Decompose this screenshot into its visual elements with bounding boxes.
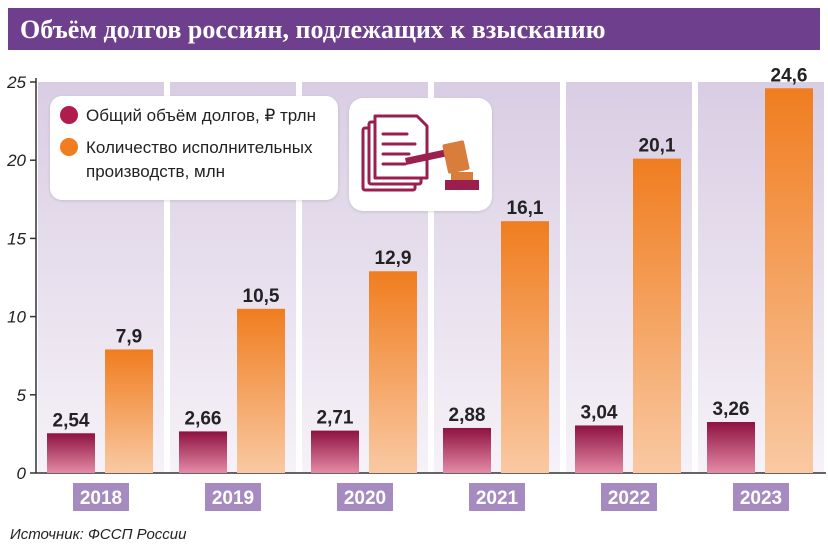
y-tick-label-25: 25 [6, 73, 26, 92]
bar-debt-2020 [311, 430, 359, 473]
x-tick-label-2018: 2018 [80, 488, 122, 509]
x-tick-label-2023: 2023 [740, 488, 782, 509]
year-label-bg-2021 [469, 483, 525, 511]
y-tick-label-5: 5 [17, 386, 27, 405]
value-label-debt-2022: 3,04 [581, 402, 618, 423]
source-note: Источник: ФССП России [10, 526, 187, 543]
legend: Общий объём долгов, ₽ трлн Количество ис… [50, 96, 338, 200]
legend-item-proceedings: Количество исполнительных производств, м… [60, 136, 326, 184]
year-label-bg-2022 [601, 483, 657, 511]
bar-debt-2023 [707, 422, 755, 473]
value-label-proceedings-2021: 16,1 [507, 198, 544, 219]
bar-proceedings-2023 [765, 88, 813, 474]
value-label-debt-2021: 2,88 [449, 405, 486, 426]
x-tick-label-2019: 2019 [212, 488, 254, 509]
bar-debt-2022 [575, 425, 623, 473]
bar-proceedings-2020 [369, 271, 417, 473]
value-label-debt-2018: 2,54 [53, 410, 90, 431]
x-tick-label-2022: 2022 [608, 488, 650, 509]
value-label-proceedings-2023: 24,6 [771, 65, 808, 86]
legend-label-proceedings: Количество исполнительных производств, м… [86, 138, 313, 181]
chart-title: Объём долгов россиян, подлежащих к взыск… [20, 15, 606, 44]
value-label-proceedings-2022: 20,1 [639, 136, 676, 157]
year-label-bg-2019 [205, 483, 261, 511]
y-tick-label-15: 15 [7, 229, 26, 248]
bar-debt-2021 [443, 427, 491, 473]
y-tick-label-0: 0 [17, 464, 27, 483]
year-label-bg-2018 [73, 483, 129, 511]
y-tick-label-10: 10 [7, 308, 26, 327]
value-label-debt-2019: 2,66 [185, 408, 222, 429]
icon-box [349, 98, 492, 211]
y-tick-label-20: 20 [6, 151, 26, 170]
value-label-proceedings-2020: 12,9 [375, 248, 412, 269]
bar-proceedings-2018 [105, 349, 153, 473]
value-label-debt-2020: 2,71 [317, 408, 354, 429]
title-bar: Объём долгов россиян, подлежащих к взыск… [8, 8, 820, 50]
legend-swatch-debt [60, 106, 78, 124]
documents-and-gavel-icon [361, 114, 479, 192]
year-label-bg-2023 [733, 483, 789, 511]
year-label-bg-2020 [337, 483, 393, 511]
legend-label-debt: Общий объём долгов, ₽ трлн [86, 106, 316, 125]
bar-proceedings-2019 [237, 308, 285, 473]
value-label-debt-2023: 3,26 [713, 399, 750, 420]
bar-debt-2018 [47, 433, 95, 473]
x-tick-label-2021: 2021 [476, 488, 519, 509]
legend-swatch-proceedings [60, 138, 78, 156]
bar-proceedings-2022 [633, 158, 681, 474]
value-label-proceedings-2018: 7,9 [116, 326, 142, 347]
legend-item-debt: Общий объём долгов, ₽ трлн [60, 104, 326, 128]
x-tick-label-2020: 2020 [344, 488, 386, 509]
value-label-proceedings-2019: 10,5 [243, 286, 280, 307]
bar-proceedings-2021 [501, 221, 549, 473]
bar-debt-2019 [179, 431, 227, 473]
